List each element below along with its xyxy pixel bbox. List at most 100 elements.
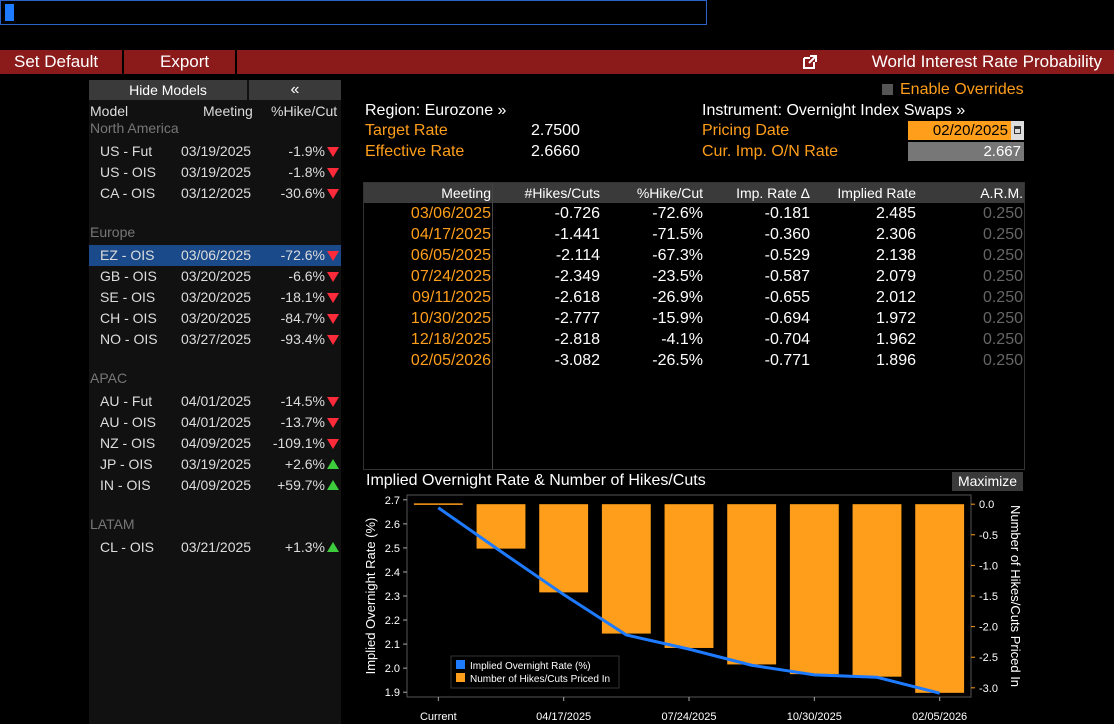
- model-meeting: 04/09/2025: [181, 477, 252, 493]
- command-cursor: [5, 4, 14, 21]
- col-header-model: Model: [90, 103, 129, 119]
- table-col-header[interactable]: Implied Rate: [837, 185, 916, 201]
- model-row[interactable]: JP - OIS 03/19/2025 +2.6%: [89, 454, 341, 475]
- model-row[interactable]: AU - Fut 04/01/2025 -14.5%: [89, 391, 341, 412]
- table-cell: 10/30/2025: [410, 310, 491, 327]
- y-right-tick-label: -3.0: [979, 683, 998, 695]
- rate-chart: 1.9 2.0 2.1 2.2 2.3 2.4 2.5 2.6 2.7 0.0 -0.5 -1.0 -1…: [363, 492, 1025, 724]
- triangle-down-icon: [327, 251, 339, 261]
- y-tick-label: 2.2: [385, 615, 400, 627]
- table-cell: -2.818: [554, 331, 600, 348]
- table-cell: -0.655: [764, 289, 810, 306]
- y-tick-label: 2.0: [385, 663, 400, 675]
- calendar-icon[interactable]: [1011, 121, 1024, 140]
- table-cell: 04/17/2025: [410, 226, 491, 243]
- x-tick-label: Current: [420, 711, 457, 723]
- collapse-icon[interactable]: «: [249, 80, 341, 100]
- meetings-table: Meeting #Hikes/Cuts %Hike/Cut Imp. Rate Δ Im…: [363, 182, 1025, 470]
- triangle-down-icon: [327, 147, 339, 157]
- bar: [539, 504, 589, 593]
- table-cell: -72.6%: [652, 205, 703, 222]
- y-right-axis-label: Number of Hikes/Cuts Priced In: [1008, 505, 1023, 687]
- model-meeting: 04/09/2025: [181, 435, 252, 451]
- model-row[interactable]: EZ - OIS 03/06/2025 -72.6%: [89, 245, 341, 266]
- model-name: CL - OIS: [100, 539, 154, 555]
- model-row[interactable]: GB - OIS 03/20/2025 -6.6%: [89, 266, 341, 287]
- table-row[interactable]: 10/30/2025 -2.777 -15.9% -0.694 1.972 0.250: [364, 308, 1024, 329]
- model-row[interactable]: CL - OIS 03/21/2025 +1.3%: [89, 537, 341, 558]
- table-cell: 09/11/2025: [412, 289, 491, 306]
- maximize-button[interactable]: Maximize: [952, 472, 1023, 491]
- model-pct: -18.1%: [280, 289, 325, 305]
- table-row[interactable]: 03/06/2025 -0.726 -72.6% -0.181 2.485 0.250: [364, 203, 1024, 224]
- table-row[interactable]: 07/24/2025 -2.349 -23.5% -0.587 2.079 0.250: [364, 266, 1024, 287]
- target-rate-label: Target Rate: [365, 122, 448, 139]
- y-tick-label: 2.7: [385, 495, 400, 507]
- table-row[interactable]: 12/18/2025 -2.818 -4.1% -0.704 1.962 0.250: [364, 329, 1024, 350]
- y-tick-label: 2.4: [385, 567, 400, 579]
- export-button[interactable]: Export: [160, 52, 210, 71]
- model-pct: -1.8%: [288, 164, 325, 180]
- table-cell: 1.962: [875, 331, 916, 348]
- enable-overrides-checkbox[interactable]: [882, 84, 893, 95]
- legend-label: Number of Hikes/Cuts Priced In: [470, 674, 610, 685]
- model-row[interactable]: US - OIS 03/19/2025 -1.8%: [89, 162, 341, 183]
- table-cell: 06/05/2025: [410, 247, 491, 264]
- model-name: AU - Fut: [100, 393, 153, 409]
- model-row[interactable]: US - Fut 03/19/2025 -1.9%: [89, 141, 341, 162]
- table-cell: 0.250: [982, 226, 1023, 243]
- table-row[interactable]: 06/05/2025 -2.114 -67.3% -0.529 2.138 0.250: [364, 245, 1024, 266]
- table-cell: 0.250: [982, 310, 1023, 327]
- table-cell: 2.306: [875, 226, 916, 243]
- table-cell: -71.5%: [652, 226, 703, 243]
- pricing-date-input[interactable]: 02/20/2025: [908, 121, 1011, 140]
- model-name: IN - OIS: [100, 477, 151, 493]
- table-row[interactable]: 04/17/2025 -1.441 -71.5% -0.360 2.306 0.250: [364, 224, 1024, 245]
- table-cell: -26.5%: [652, 352, 703, 369]
- table-cell: 02/05/2026: [410, 352, 491, 369]
- bar: [601, 504, 651, 634]
- table-col-header[interactable]: Meeting: [441, 185, 491, 201]
- model-name: CH - OIS: [100, 310, 157, 326]
- set-default-button[interactable]: Set Default: [14, 52, 99, 71]
- y-right-tick-label: 0.0: [979, 499, 994, 511]
- table-col-header[interactable]: #Hikes/Cuts: [524, 185, 600, 201]
- table-row[interactable]: 09/11/2025 -2.618 -26.9% -0.655 2.012 0.250: [364, 287, 1024, 308]
- col-header-pct: %Hike/Cut: [271, 103, 338, 119]
- model-row[interactable]: NZ - OIS 04/09/2025 -109.1%: [89, 433, 341, 454]
- table-cell: 2.485: [875, 205, 916, 222]
- model-row[interactable]: CA - OIS 03/12/2025 -30.6%: [89, 183, 341, 204]
- y-tick-label: 2.5: [385, 543, 400, 555]
- table-col-header[interactable]: %Hike/Cut: [636, 185, 703, 201]
- model-row[interactable]: CH - OIS 03/20/2025 -84.7%: [89, 308, 341, 329]
- table-col-header[interactable]: A.R.M.: [980, 185, 1023, 201]
- model-row[interactable]: AU - OIS 04/01/2025 -13.7%: [89, 412, 341, 433]
- model-meeting: 03/19/2025: [181, 164, 252, 180]
- hide-models-button[interactable]: Hide Models: [89, 80, 247, 100]
- table-cell: -0.529: [764, 247, 810, 264]
- table-col-header[interactable]: Imp. Rate Δ: [736, 185, 810, 201]
- x-tick-label: 10/30/2025: [787, 711, 842, 723]
- model-row[interactable]: NO - OIS 03/27/2025 -93.4%: [89, 329, 341, 350]
- region-selector[interactable]: Region: Eurozone »: [365, 102, 507, 119]
- model-meeting: 03/19/2025: [181, 143, 252, 159]
- column-divider: [492, 183, 493, 469]
- table-cell: -2.618: [554, 289, 600, 306]
- command-input[interactable]: [0, 0, 707, 25]
- enable-overrides-label[interactable]: Enable Overrides: [900, 81, 1024, 98]
- model-row[interactable]: IN - OIS 04/09/2025 +59.7%: [89, 475, 341, 496]
- table-cell: 2.079: [875, 268, 916, 285]
- menu-separator: [122, 50, 124, 74]
- series-line: [437, 506, 941, 695]
- model-row[interactable]: SE - OIS 03/20/2025 -18.1%: [89, 287, 341, 308]
- external-link-icon[interactable]: [802, 54, 818, 70]
- triangle-down-icon: [327, 439, 339, 449]
- table-row[interactable]: 02/05/2026 -3.082 -26.5% -0.771 1.896 0.250: [364, 350, 1024, 371]
- model-pct: +1.3%: [284, 539, 325, 555]
- target-rate-value: 2.7500: [531, 122, 580, 139]
- cur-imp-rate-field[interactable]: 2.667: [908, 142, 1024, 161]
- table-cell: -0.587: [764, 268, 810, 285]
- y-tick-label: 2.3: [385, 591, 400, 603]
- instrument-selector[interactable]: Instrument: Overnight Index Swaps »: [702, 102, 966, 119]
- triangle-down-icon: [327, 418, 339, 428]
